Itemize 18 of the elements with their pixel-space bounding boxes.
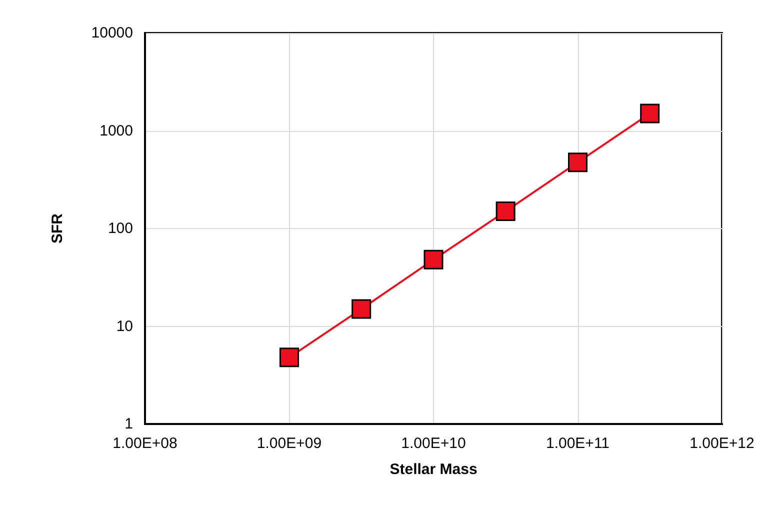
- x-tick-label: 1.00E+08: [112, 435, 178, 452]
- y-tick-label: 100: [108, 220, 133, 237]
- x-axis-title: Stellar Mass: [390, 461, 478, 478]
- x-tick-label: 1.00E+12: [690, 435, 754, 452]
- point: [568, 152, 588, 172]
- y-tick-label: 10000: [91, 24, 133, 42]
- point: [424, 250, 444, 270]
- y-tick-label: 1: [124, 416, 133, 432]
- x-tick-label: 1.00E+10: [401, 435, 466, 452]
- x-tick-label: 1.00E+11: [546, 435, 610, 452]
- y-tick-label: 1000: [100, 122, 133, 140]
- point: [640, 104, 660, 124]
- point: [352, 299, 372, 319]
- y-tick-label: 10: [116, 318, 133, 335]
- x-tick-label: 1.00E+09: [256, 435, 322, 452]
- point: [496, 202, 516, 222]
- y-axis-title: SFR: [49, 213, 66, 244]
- point: [280, 348, 299, 368]
